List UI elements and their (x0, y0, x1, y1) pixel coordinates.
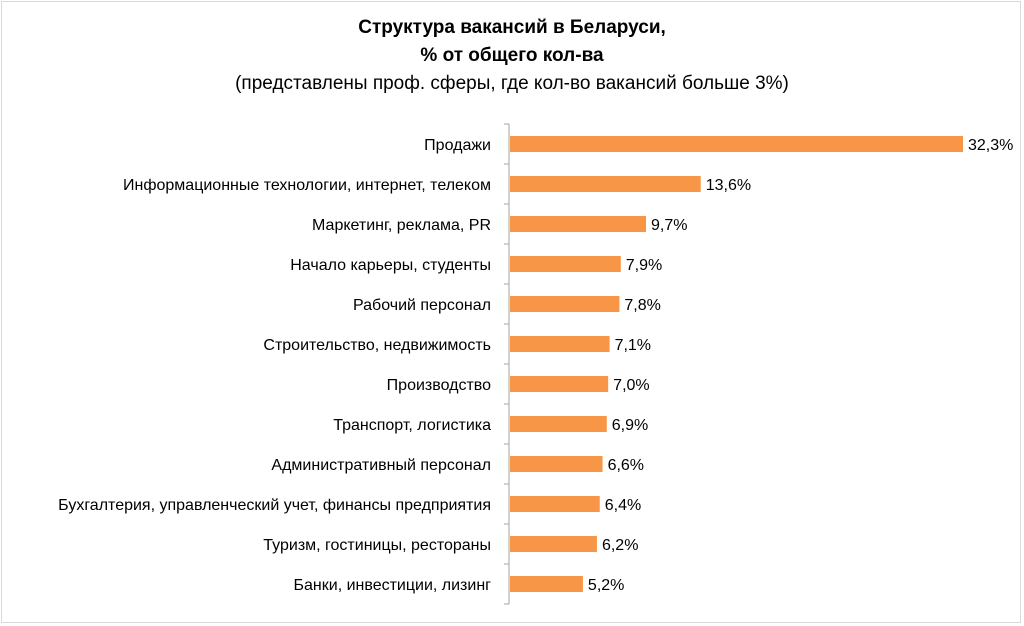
value-label: 7,8% (624, 297, 660, 314)
value-label: 7,0% (613, 377, 649, 394)
bar-3 (510, 256, 621, 272)
value-label: 13,6% (706, 177, 751, 194)
value-label: 9,7% (651, 217, 687, 234)
bar-0 (510, 136, 963, 152)
bar-4 (510, 296, 620, 312)
category-label: Банки, инвестиции, лизинг (294, 577, 492, 594)
category-label: Транспорт, логистика (333, 417, 491, 434)
bar-5 (510, 336, 610, 352)
value-label: 6,4% (605, 497, 641, 514)
value-label: 5,2% (588, 577, 624, 594)
bar-1 (510, 176, 701, 192)
chart-title-block: Структура вакансий в Беларуси, % от обще… (0, 14, 1024, 98)
value-label: 7,1% (615, 337, 651, 354)
bar-7 (510, 416, 607, 432)
bar-9 (510, 496, 600, 512)
bars-layer (510, 136, 963, 592)
category-label: Бухгалтерия, управленческий учет, финанс… (58, 497, 491, 514)
chart-title-line-1: Структура вакансий в Беларуси, (358, 17, 666, 38)
value-label: 6,9% (612, 417, 648, 434)
bar-8 (510, 456, 603, 472)
value-label: 32,3% (968, 137, 1013, 154)
category-label: Информационные технологии, интернет, тел… (123, 177, 491, 194)
value-label: 6,2% (602, 537, 638, 554)
category-label: Маркетинг, реклама, PR (312, 217, 491, 234)
category-label: Туризм, гостиницы, рестораны (263, 537, 491, 554)
bar-2 (510, 216, 647, 232)
chart-subtitle: (представлены проф. сферы, где кол-во ва… (235, 73, 789, 94)
category-label: Производство (387, 377, 491, 394)
bar-11 (510, 576, 583, 592)
bar-6 (510, 376, 609, 392)
category-label: Рабочий персонал (353, 297, 491, 314)
category-label: Продажи (424, 137, 491, 154)
category-label: Административный персонал (271, 457, 491, 474)
value-label: 6,6% (608, 457, 644, 474)
bar-10 (510, 536, 597, 552)
category-label: Начало карьеры, студенты (290, 257, 491, 274)
labels-layer: Продажи 32,3% Информационные технологии, и… (58, 123, 1013, 605)
category-label: Строительство, недвижимость (263, 337, 491, 354)
value-label: 7,9% (626, 257, 662, 274)
chart-title-line-2: % от общего кол-ва (420, 45, 604, 66)
